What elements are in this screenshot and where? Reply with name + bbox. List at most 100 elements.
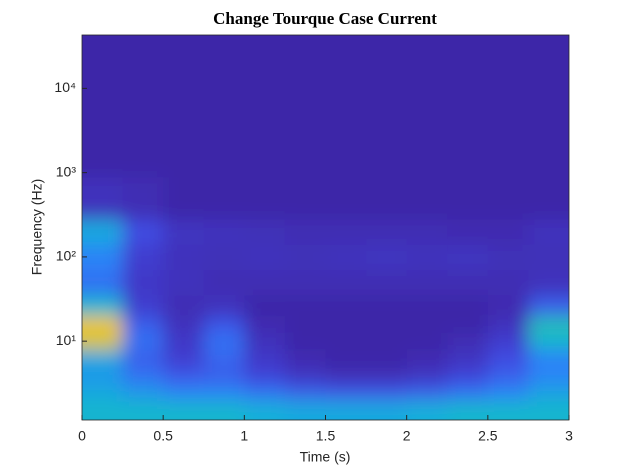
heat-cell <box>447 35 489 106</box>
heat-cell <box>284 315 326 334</box>
x-axis-label: Time (s) <box>300 449 351 465</box>
heat-cell <box>325 218 367 245</box>
heat-cell <box>163 244 205 271</box>
heat-cell <box>284 244 326 271</box>
heat-cell <box>203 383 245 401</box>
chart-title: Change Tourque Case Current <box>213 9 437 28</box>
heat-cell <box>447 315 489 334</box>
heat-cell <box>528 269 569 296</box>
heat-cell <box>406 218 448 245</box>
heat-cell <box>203 218 245 245</box>
heat-cell <box>447 269 489 296</box>
x-tick-label: 0.5 <box>153 428 173 444</box>
heat-cell <box>244 244 286 271</box>
heat-cell <box>82 105 124 178</box>
heat-cell <box>447 349 489 367</box>
heat-cell <box>163 315 205 334</box>
heat-cell <box>325 269 367 296</box>
heat-cell <box>163 218 205 245</box>
heat-cell <box>284 366 326 384</box>
heat-cell <box>406 400 448 420</box>
heat-cell <box>163 332 205 351</box>
heat-cell <box>203 366 245 384</box>
heat-cell <box>284 400 326 420</box>
heat-cell <box>447 176 489 220</box>
heat-cell <box>406 383 448 401</box>
heat-cell <box>406 244 448 271</box>
heat-cell <box>244 315 286 334</box>
heat-cell <box>447 105 489 178</box>
heat-cell <box>203 349 245 367</box>
heat-cell <box>82 218 124 245</box>
heat-cell <box>82 383 124 401</box>
x-tick-label: 3 <box>565 428 573 444</box>
heat-cell <box>447 332 489 351</box>
heat-cell <box>122 244 164 271</box>
heat-cell <box>82 35 124 106</box>
heat-cell <box>366 244 408 271</box>
heat-cell <box>203 176 245 220</box>
heat-cell <box>366 176 408 220</box>
x-tick-label: 2.5 <box>478 428 498 444</box>
heat-cell <box>244 349 286 367</box>
heat-cell <box>528 105 569 178</box>
heat-cell <box>528 366 569 384</box>
y-tick-label: 10⁴ <box>54 79 76 95</box>
heat-cell <box>528 315 569 334</box>
heat-cell <box>325 315 367 334</box>
heat-cell <box>122 105 164 178</box>
heat-cell <box>366 35 408 106</box>
heatmap <box>82 35 569 420</box>
heat-cell <box>203 244 245 271</box>
y-axis-label: Frequency (Hz) <box>29 179 45 275</box>
heat-cell <box>487 383 529 401</box>
heat-cell <box>325 176 367 220</box>
x-tick-label: 1 <box>240 428 248 444</box>
heat-cell <box>406 269 448 296</box>
y-tick-label: 10³ <box>56 163 77 179</box>
heat-cell <box>487 35 529 106</box>
heat-cell <box>447 294 489 317</box>
heat-cell <box>366 269 408 296</box>
heat-cell <box>122 400 164 420</box>
heat-cell <box>244 176 286 220</box>
heat-cell <box>366 366 408 384</box>
y-tick-label: 10² <box>56 248 77 264</box>
heat-cell <box>284 294 326 317</box>
heat-cell <box>244 269 286 296</box>
heat-cell <box>163 366 205 384</box>
heat-cell <box>325 105 367 178</box>
heat-cell <box>325 366 367 384</box>
heat-cell <box>528 218 569 245</box>
heat-cell <box>244 383 286 401</box>
heat-cell <box>528 35 569 106</box>
heat-cell <box>487 349 529 367</box>
x-tick-label: 2 <box>403 428 411 444</box>
heat-cell <box>528 244 569 271</box>
heat-cell <box>284 176 326 220</box>
heat-cell <box>284 269 326 296</box>
heat-cell <box>406 105 448 178</box>
heat-cell <box>284 332 326 351</box>
y-tick-label: 10¹ <box>56 332 77 348</box>
heat-cell <box>487 244 529 271</box>
heatmap-cells <box>82 35 569 420</box>
heat-cell <box>82 294 124 317</box>
heat-cell <box>203 294 245 317</box>
heat-cell <box>244 400 286 420</box>
heat-cell <box>528 383 569 401</box>
heat-cell <box>366 332 408 351</box>
heat-cell <box>487 105 529 178</box>
heat-cell <box>406 315 448 334</box>
heat-cell <box>163 349 205 367</box>
heat-cell <box>244 35 286 106</box>
heat-cell <box>203 105 245 178</box>
heat-cell <box>447 400 489 420</box>
heat-cell <box>406 176 448 220</box>
heat-cell <box>82 269 124 296</box>
heat-cell <box>122 315 164 334</box>
heat-cell <box>325 383 367 401</box>
heat-cell <box>163 176 205 220</box>
heat-cell <box>122 366 164 384</box>
heat-cell <box>122 176 164 220</box>
